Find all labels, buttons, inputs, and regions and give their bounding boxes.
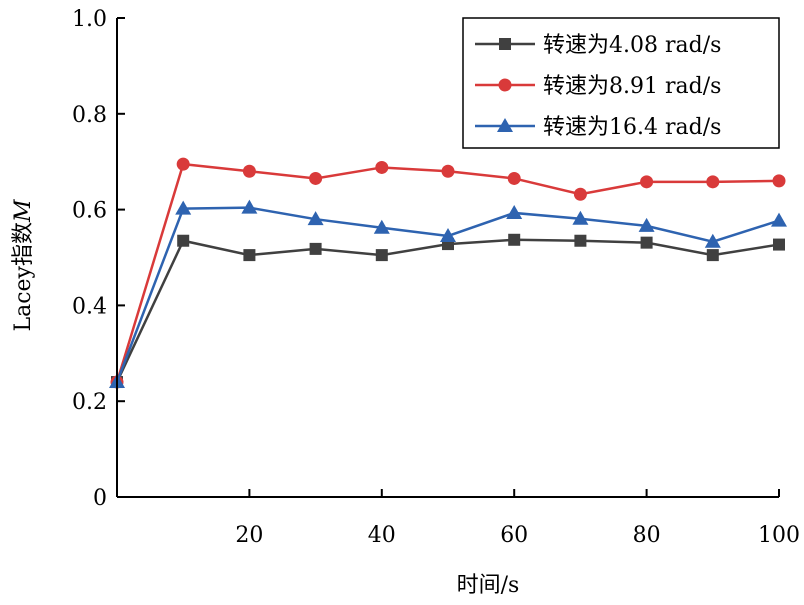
data-point bbox=[243, 249, 256, 262]
data-point bbox=[309, 171, 323, 185]
data-point bbox=[508, 233, 521, 246]
data-point bbox=[375, 249, 388, 262]
legend-label: 转速为4.08 rad/s bbox=[543, 33, 721, 58]
legend-label: 转速为8.91 rad/s bbox=[543, 74, 721, 99]
series-line bbox=[115, 162, 780, 383]
y-axis-title-text: Lacey指数 bbox=[11, 222, 36, 332]
x-axis-title: 时间/s bbox=[457, 573, 520, 598]
data-point bbox=[638, 217, 655, 232]
legend-entry: 转速为16.4 rad/s bbox=[475, 115, 721, 140]
data-point bbox=[175, 200, 192, 215]
x-tick-label: 80 bbox=[633, 523, 661, 548]
series-3 bbox=[109, 199, 787, 389]
y-tick-label: 0.2 bbox=[72, 390, 107, 415]
data-point bbox=[574, 234, 587, 247]
legend-entry: 转速为8.91 rad/s bbox=[475, 74, 721, 99]
data-point bbox=[706, 175, 720, 189]
data-point bbox=[176, 157, 190, 171]
x-tick-label: 40 bbox=[368, 523, 396, 548]
data-point bbox=[771, 212, 787, 227]
series-2 bbox=[110, 157, 786, 389]
data-point bbox=[507, 171, 521, 185]
data-point bbox=[773, 238, 785, 251]
data-point bbox=[706, 249, 719, 262]
y-axis-title: Lacey指数M bbox=[11, 199, 36, 332]
legend: 转速为4.08 rad/s 转速为8.91 rad/s 转速为16.4 rad/s bbox=[462, 17, 780, 149]
data-point bbox=[242, 164, 256, 178]
data-point bbox=[375, 160, 389, 174]
x-tick-label: 60 bbox=[500, 523, 528, 548]
series-1 bbox=[111, 233, 785, 389]
data-point bbox=[440, 227, 456, 242]
data-point bbox=[441, 164, 455, 178]
series-line bbox=[115, 238, 780, 383]
data-point bbox=[373, 219, 390, 234]
legend-label: 转速为16.4 rad/s bbox=[543, 115, 721, 140]
legend-marker bbox=[499, 38, 511, 50]
legend-marker bbox=[497, 118, 513, 132]
data-point bbox=[573, 187, 587, 201]
y-tick-label: 0.6 bbox=[72, 199, 107, 224]
x-tick-label: 100 bbox=[758, 523, 800, 548]
data-point bbox=[307, 211, 324, 226]
legend-entry: 转速为4.08 rad/s bbox=[475, 33, 721, 58]
x-tick-label: 20 bbox=[235, 523, 263, 548]
data-point bbox=[177, 234, 190, 247]
data-point bbox=[241, 199, 258, 214]
data-point bbox=[640, 175, 654, 189]
series-layer bbox=[109, 157, 787, 389]
axes-layer: 0 0.2 0.4 0.6 0.8 1.0 20 40 60 80 100 bbox=[72, 7, 800, 548]
data-point bbox=[309, 242, 322, 255]
data-point bbox=[772, 174, 786, 188]
y-tick-label: 1.0 bbox=[72, 7, 107, 32]
y-tick-label: 0.8 bbox=[72, 103, 107, 128]
y-axis-title-symbol: M bbox=[11, 199, 36, 223]
legend-marker bbox=[498, 78, 512, 92]
data-point bbox=[572, 210, 589, 225]
data-point bbox=[704, 233, 721, 248]
data-point bbox=[640, 236, 653, 249]
y-tick-label: 0 bbox=[93, 486, 107, 511]
y-tick-label: 0.4 bbox=[72, 294, 107, 319]
data-point bbox=[506, 204, 523, 219]
